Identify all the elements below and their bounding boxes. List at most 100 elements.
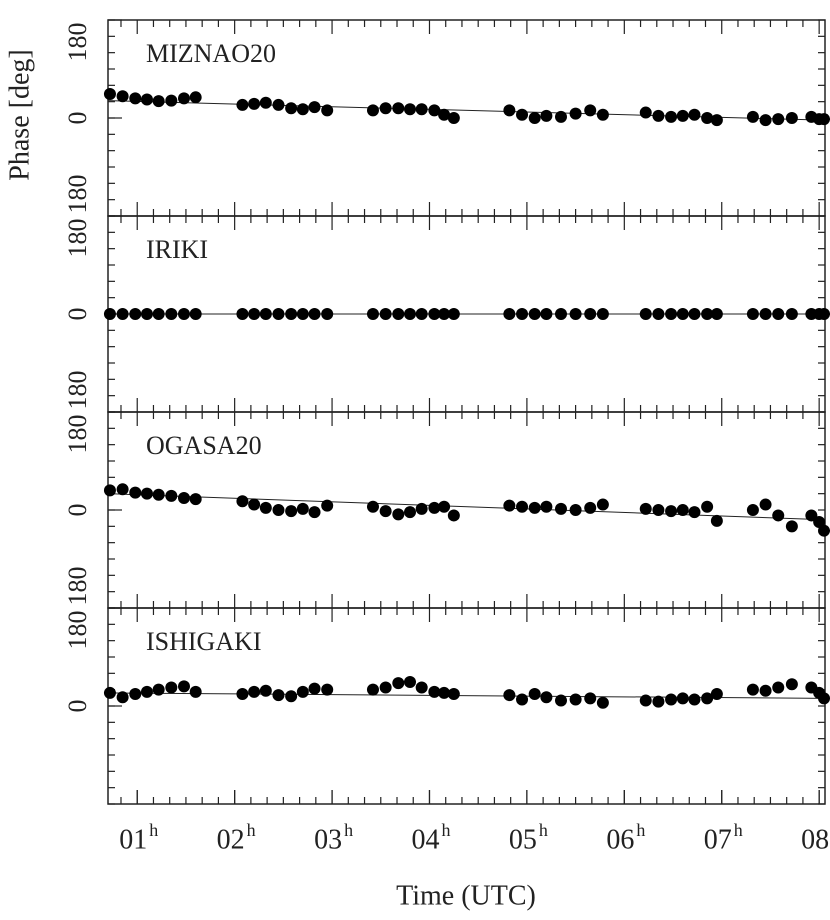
data-point [272,689,285,702]
data-point [813,515,826,528]
data-point [272,98,285,111]
data-point [818,113,830,126]
data-point [688,108,701,121]
data-point [772,308,785,320]
panel-title: IRIKI [146,235,208,264]
data-point [403,506,416,519]
data-point [438,108,451,121]
data-point [528,688,541,701]
data-point [447,112,460,124]
y-tick-label: 180 [63,415,92,454]
data-point [503,104,516,117]
data-point [285,690,298,703]
data-point [665,505,678,518]
data-point [746,308,759,320]
x-tick-superscript: h [539,820,548,840]
data-point [785,520,798,533]
data-point [639,694,652,707]
data-point [415,502,428,515]
y-tick-label: 180 [63,23,92,62]
data-point [676,504,689,516]
data-point [165,308,178,320]
data-point [428,685,441,698]
data-point [366,104,379,117]
data-point [554,502,567,515]
x-tick-superscript: h [247,820,256,840]
data-point [189,493,202,506]
data-point [447,509,460,522]
x-tick-superscript: h [734,820,743,840]
data-point [308,101,321,114]
data-point [596,696,609,709]
data-point [639,502,652,515]
x-tick-superscript: h [636,820,645,840]
data-point [554,308,567,320]
data-point [428,308,441,320]
data-point [688,693,701,706]
data-point [165,489,178,502]
data-point [366,500,379,513]
panel-title: ISHIGAKI [146,627,262,656]
data-point [701,692,714,705]
data-point [772,681,785,694]
data-point [688,506,701,519]
data-point [540,308,553,320]
data-point [596,308,609,320]
y-tick-label: 180 [63,567,92,606]
data-point [152,488,165,501]
data-point [272,504,285,516]
data-point [701,112,714,124]
data-point [652,695,665,708]
data-point [392,308,405,320]
data-point [818,308,830,320]
x-tick-label: 07 [704,824,732,855]
data-point [503,689,516,702]
data-point [189,308,202,320]
data-point [152,308,165,320]
data-point [296,308,309,320]
x-tick-label: 05 [509,824,537,855]
data-point [248,308,261,320]
data-point [785,678,798,691]
data-point [818,692,830,705]
data-point [540,500,553,513]
data-point [652,308,665,320]
x-tick-label: 01 [119,824,147,855]
y-tick-label: 180 [63,175,92,214]
data-point [236,495,249,508]
data-point [379,102,392,115]
data-point [676,308,689,320]
data-point [447,308,460,320]
data-point [415,681,428,694]
data-point [259,96,272,109]
data-point [584,501,597,514]
data-point [569,308,582,320]
data-point [438,686,451,699]
data-point [785,112,798,124]
data-point [569,693,582,706]
data-point [759,308,772,320]
data-point [248,498,261,511]
y-tick-label: 0 [63,112,92,125]
data-point [701,500,714,513]
data-point [116,691,129,704]
data-point [177,92,190,105]
data-point [366,308,379,320]
data-point [516,500,529,513]
panel-title: MIZNAO20 [146,39,276,68]
data-point [248,685,261,698]
data-point [746,110,759,123]
data-point [296,502,309,515]
data-point [152,683,165,696]
data-point [540,691,553,704]
data-point [554,694,567,707]
data-point [379,505,392,518]
data-point [710,114,723,127]
data-point [259,308,272,320]
data-point [415,103,428,116]
data-point [554,110,567,123]
data-point [584,308,597,320]
data-point [140,685,153,698]
data-point [285,308,298,320]
data-point [438,500,451,513]
